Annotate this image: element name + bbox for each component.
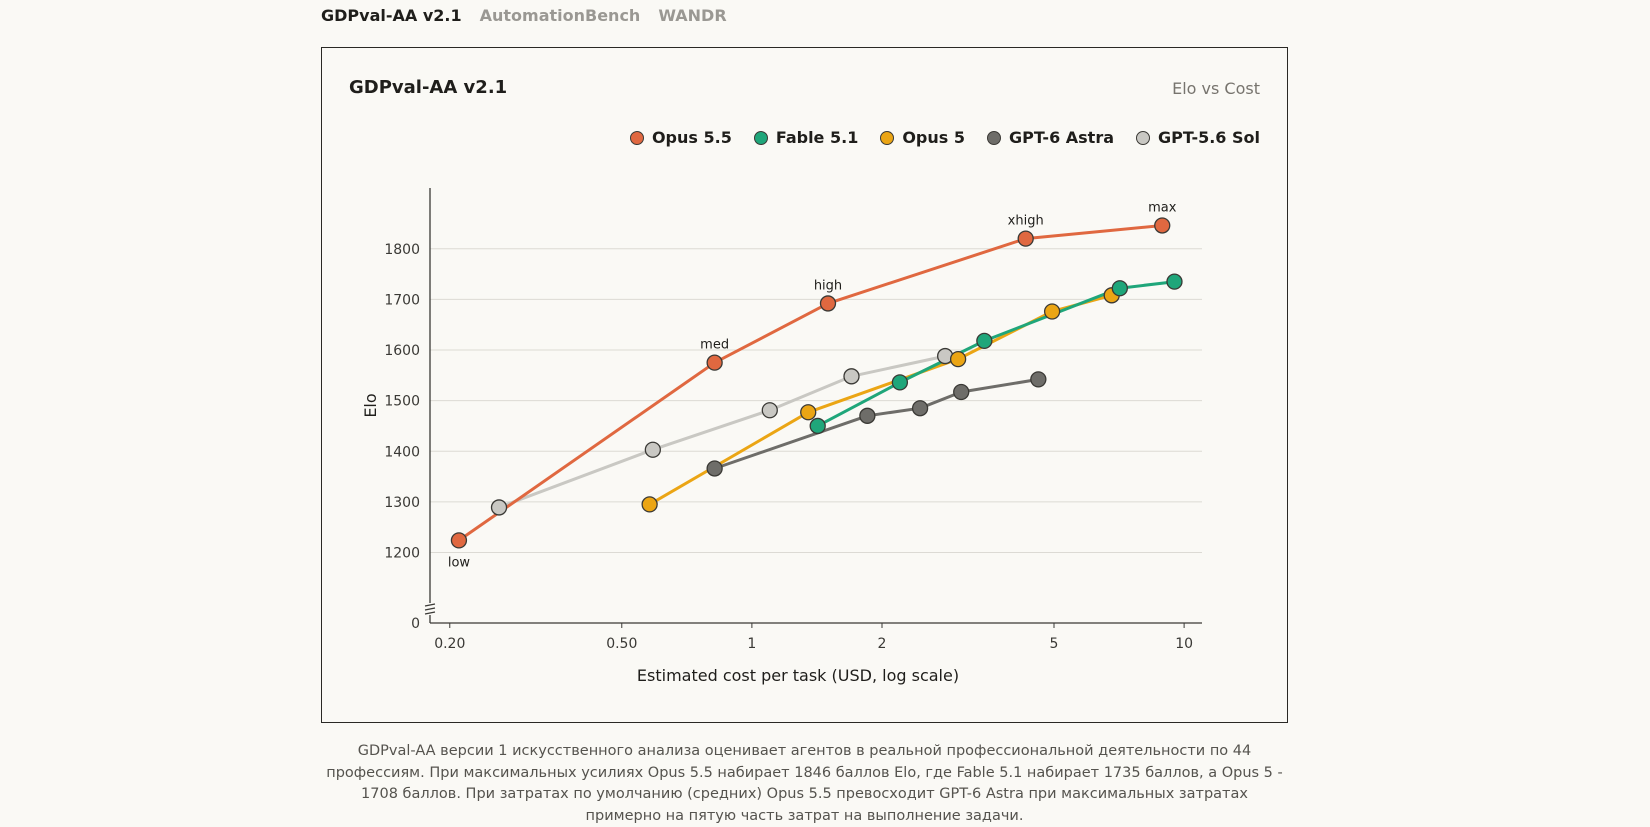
- series-line-gpt-6-astra: [714, 377, 1039, 470]
- series-line-gpt-5-6-sol: [498, 354, 946, 509]
- legend-swatch: [753, 130, 768, 145]
- data-point-gpt-6-astra: [911, 400, 929, 417]
- point-label: med: [700, 338, 729, 353]
- data-point-gpt-5-6-sol: [490, 499, 508, 516]
- chart-subtitle: Elo vs Cost: [1172, 79, 1260, 98]
- legend-swatch: [629, 130, 644, 145]
- data-point-fable-5-1: [976, 332, 993, 350]
- legend-swatch: [880, 130, 895, 145]
- data-point-gpt-6-astra: [706, 460, 723, 477]
- point-label: max: [1148, 200, 1177, 215]
- data-point-gpt-5-6-sol: [843, 368, 860, 385]
- benchmark-tabs: GDPval-AA v2.1 AutomationBench WANDR: [321, 6, 727, 25]
- tab-gdpval[interactable]: GDPval-AA v2.1: [321, 6, 462, 25]
- data-point-opus-5-5: [819, 295, 837, 312]
- legend-swatch: [987, 130, 1001, 145]
- legend-label: GPT-5.6 Sol: [1158, 128, 1260, 147]
- elo-cost-chart: 1200 1300 1400 1500 1600 1700 1800 0 0.20 0.50 1 2 5…: [361, 188, 1202, 685]
- legend-label: GPT-6 Astra: [1009, 128, 1115, 147]
- legend-swatch: [1136, 130, 1151, 145]
- y-tick-label: 1400: [384, 444, 420, 460]
- data-point-opus-5: [1043, 303, 1061, 320]
- legend-item: GPT-6 Astra: [987, 128, 1114, 147]
- y-tick-label: 1800: [384, 242, 420, 258]
- point-label: low: [448, 555, 471, 570]
- data-point-gpt-6-astra: [859, 407, 876, 424]
- y-tick-label: 1700: [384, 292, 420, 308]
- series-line-opus-5-5: [458, 224, 1163, 542]
- data-point-gpt-6-astra: [953, 383, 970, 401]
- tab-automationbench[interactable]: AutomationBench: [479, 6, 641, 25]
- data-point-fable-5-1: [891, 374, 909, 391]
- y-tick-label: 1300: [384, 495, 420, 511]
- x-tick-label: 1: [747, 636, 756, 652]
- data-point-opus-5-5: [1017, 230, 1034, 247]
- data-point-opus-5: [800, 404, 817, 421]
- x-tick-label: 5: [1050, 636, 1059, 652]
- data-point-opus-5: [641, 496, 658, 513]
- legend-item: GPT-5.6 Sol: [1136, 128, 1260, 147]
- y-tick-label: 1600: [384, 343, 420, 359]
- y-tick-label-zero: 0: [411, 616, 420, 632]
- data-point-gpt-5-6-sol: [761, 402, 778, 419]
- tab-wandr[interactable]: WANDR: [658, 6, 727, 25]
- x-tick-label: 0.50: [606, 636, 637, 652]
- data-point-fable-5-1: [809, 417, 826, 435]
- x-tick-label: 10: [1175, 636, 1193, 652]
- x-tick-label: 0.20: [434, 636, 465, 652]
- legend-item: Fable 5.1: [753, 128, 859, 147]
- data-point-fable-5-1: [1111, 280, 1128, 297]
- data-point-opus-5-5: [706, 354, 723, 371]
- series-line-fable-5-1: [816, 280, 1175, 428]
- data-point-opus-5: [949, 350, 967, 368]
- point-label: xhigh: [1008, 214, 1044, 229]
- data-point-opus-5-5: [450, 532, 468, 549]
- chart-caption: GDPval-AA версии 1 искусственного анализ…: [326, 743, 1283, 824]
- axis-break-icon: [424, 603, 436, 615]
- legend-item: Opus 5.5: [629, 128, 732, 147]
- x-axis-title: Estimated cost per task (USD, log scale): [637, 666, 959, 685]
- data-point-opus-5-5: [1154, 217, 1171, 234]
- chart-card: GDPval-AA v2.1 Elo vs Cost Opus 5.5 Fable…: [321, 47, 1288, 723]
- y-axis-title: Elo: [361, 393, 380, 417]
- data-point-fable-5-1: [1166, 273, 1183, 290]
- chart-legend: Opus 5.5 Fable 5.1 Opus 5 GPT-6 Astra GPT-5.…: [629, 128, 1260, 147]
- legend-label: Opus 5.5: [651, 128, 732, 147]
- point-label: high: [814, 278, 842, 293]
- y-tick-label: 1500: [384, 394, 420, 410]
- data-point-gpt-6-astra: [1030, 371, 1047, 388]
- legend-item: Opus 5: [880, 128, 965, 147]
- chart-title: GDPval-AA v2.1: [349, 77, 508, 98]
- legend-label: Opus 5: [902, 128, 965, 147]
- y-tick-label: 1200: [384, 546, 420, 562]
- data-point-gpt-5-6-sol: [644, 441, 661, 458]
- legend-label: Fable 5.1: [775, 128, 859, 147]
- x-tick-label: 2: [878, 636, 887, 652]
